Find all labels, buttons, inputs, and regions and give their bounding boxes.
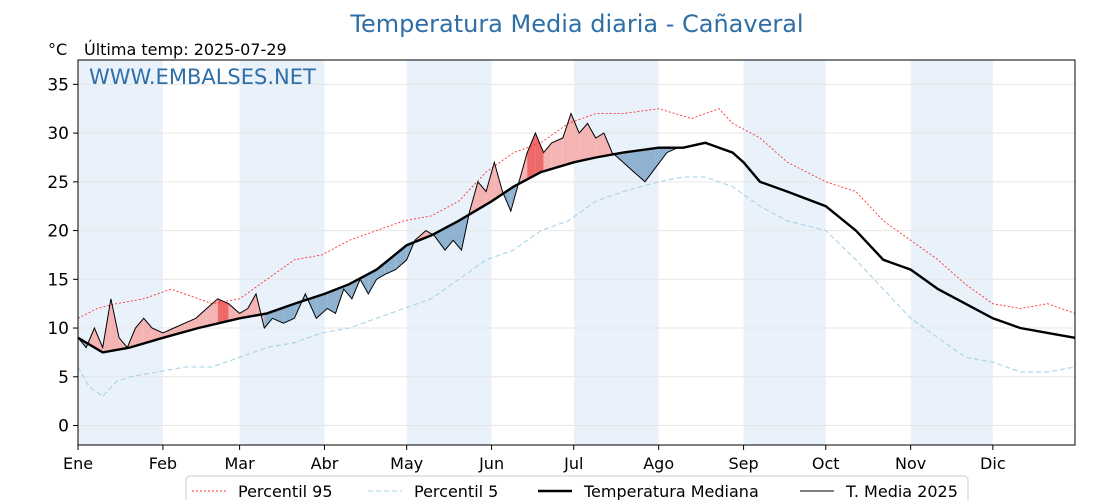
above-median-fill bbox=[217, 298, 229, 324]
below-median-fill bbox=[644, 148, 656, 182]
legend: Percentil 95 Percentil 5 Temperatura Media… bbox=[185, 475, 969, 500]
grid bbox=[78, 83, 1075, 427]
legend-label: Temperatura Mediana bbox=[583, 482, 759, 500]
below-median-fill bbox=[634, 149, 645, 182]
x-tick-label: Jul bbox=[563, 454, 583, 473]
above-median-fill bbox=[595, 133, 604, 158]
above-median-fill bbox=[535, 133, 544, 176]
month-bands bbox=[78, 60, 993, 445]
above-median-fill bbox=[135, 318, 144, 346]
above-median-fill bbox=[195, 308, 207, 329]
x-tick-label: Feb bbox=[149, 454, 177, 473]
x-tick-label: Abr bbox=[311, 454, 339, 473]
y-tick-label: 20 bbox=[47, 222, 69, 242]
x-tick-label: Ene bbox=[63, 454, 93, 473]
legend-label: T. Media 2025 bbox=[845, 482, 958, 500]
median-line bbox=[77, 141, 1076, 354]
below-median-fill bbox=[360, 273, 369, 294]
unit-label: °C bbox=[48, 40, 67, 59]
above-median-fill bbox=[543, 142, 552, 172]
x-tick-label: May bbox=[390, 454, 423, 473]
chart-title: Temperatura Media diaria - Cañaveral bbox=[349, 10, 803, 38]
below-median-fill bbox=[294, 293, 306, 319]
y-tick-label: 30 bbox=[47, 124, 69, 144]
above-median-fill bbox=[587, 123, 596, 160]
above-median-fill bbox=[494, 162, 503, 200]
x-tick-label: Oct bbox=[812, 454, 840, 473]
below-median-fill bbox=[445, 223, 454, 251]
x-tick-label: Mar bbox=[225, 454, 256, 473]
watermark: WWW.EMBALSES.NET bbox=[89, 65, 316, 89]
last-temp-label: Última temp: 2025-07-29 bbox=[84, 40, 287, 59]
below-median-fill bbox=[623, 151, 635, 173]
above-median-fill bbox=[247, 293, 257, 317]
above-median-fill bbox=[228, 303, 240, 321]
month-band bbox=[910, 60, 993, 445]
x-tick-label: Jun bbox=[478, 454, 504, 473]
below-median-fill bbox=[327, 289, 336, 314]
legend-box bbox=[185, 475, 969, 500]
month-band bbox=[78, 60, 163, 445]
above-median-fill bbox=[110, 298, 120, 351]
y-tick-label: 5 bbox=[58, 368, 69, 388]
above-median-fill bbox=[562, 113, 572, 166]
above-median-fill bbox=[486, 162, 495, 205]
month-band bbox=[239, 60, 325, 445]
below-median-fill bbox=[316, 292, 328, 319]
y-axis: 0 5 10 15 20 25 30 35 bbox=[47, 75, 78, 437]
above-median-fill bbox=[579, 123, 588, 162]
percentil-5-line bbox=[77, 176, 1076, 398]
y-tick-label: 25 bbox=[47, 173, 69, 193]
legend-label: Percentil 5 bbox=[414, 482, 498, 500]
y-tick-label: 10 bbox=[47, 319, 69, 339]
month-band bbox=[406, 60, 492, 445]
y-tick-label: 15 bbox=[47, 270, 69, 290]
percentil-95-line bbox=[77, 108, 1076, 319]
above-median-fill bbox=[239, 308, 248, 319]
above-median-fill bbox=[571, 113, 580, 164]
above-median-fill bbox=[527, 133, 536, 180]
above-median-fill bbox=[477, 181, 487, 210]
legend-label: Percentil 95 bbox=[238, 482, 333, 500]
x-tick-label: Nov bbox=[895, 454, 926, 473]
current-year-line bbox=[77, 112, 679, 350]
x-tick-label: Ago bbox=[643, 454, 674, 473]
x-tick-label: Sep bbox=[729, 454, 759, 473]
plot-frame bbox=[77, 59, 1076, 446]
y-tick-label: 0 bbox=[58, 417, 69, 437]
x-tick-label: Dic bbox=[980, 454, 1006, 473]
below-median-fill bbox=[395, 245, 407, 270]
series-lines bbox=[77, 108, 1076, 398]
below-median-fill bbox=[384, 254, 396, 275]
month-band bbox=[573, 60, 659, 445]
below-median-fill bbox=[368, 269, 377, 294]
month-band bbox=[743, 60, 826, 445]
above-median-fill bbox=[206, 298, 218, 327]
below-median-fill bbox=[283, 303, 295, 324]
above-median-fill bbox=[143, 318, 152, 344]
below-median-fill bbox=[655, 147, 667, 168]
above-median-fill bbox=[551, 137, 563, 169]
x-axis: Ene Feb Mar Abr May Jun Jul Ago Sep Oct Nov Dic bbox=[63, 445, 1006, 473]
below-median-fill bbox=[264, 311, 273, 329]
y-tick-label: 35 bbox=[47, 75, 69, 95]
